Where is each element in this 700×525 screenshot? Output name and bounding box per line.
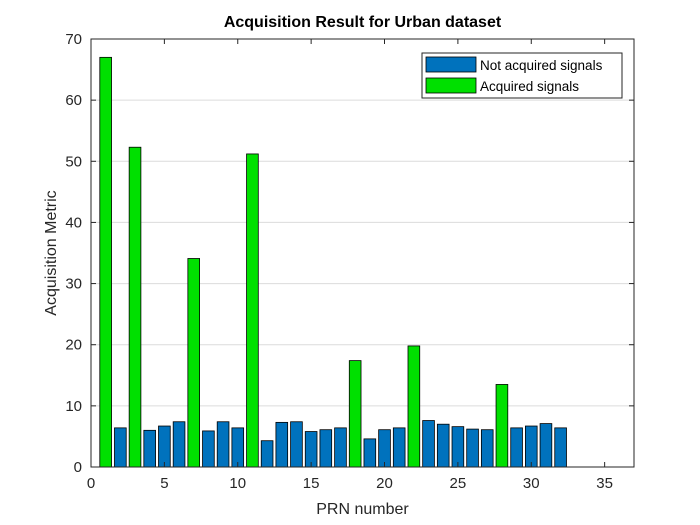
x-tick-label: 35 [596, 475, 613, 492]
x-tick-label: 10 [229, 475, 246, 492]
chart-title: Acquisition Result for Urban dataset [224, 14, 502, 31]
bar-not-acquired [436, 423, 450, 468]
legend-swatch-acquired [425, 77, 477, 94]
axis-ticks: 0 10 20 30 40 50 60 70 0 5 10 15 20 25 30 35 [65, 31, 634, 492]
plot-frame [90, 38, 635, 468]
bar-not-acquired [554, 427, 567, 468]
bar-acquired [187, 258, 201, 468]
bar-not-acquired [158, 425, 171, 468]
bar-acquired [495, 384, 509, 468]
bar-not-acquired [202, 430, 215, 468]
bar-not-acquired [114, 427, 127, 468]
y-tick-label: 70 [65, 31, 82, 48]
x-tick-label: 25 [450, 475, 467, 492]
bar-acquired [128, 146, 142, 468]
y-tick-label: 30 [65, 276, 82, 293]
bar-not-acquired [304, 431, 318, 468]
grid-lines [91, 99, 634, 407]
bars [99, 56, 567, 468]
bar-acquired [99, 56, 112, 468]
x-tick-label: 20 [376, 475, 393, 492]
bar-not-acquired [451, 426, 465, 468]
bar-not-acquired [231, 427, 245, 468]
bar-not-acquired [539, 423, 553, 468]
bar-not-acquired [319, 429, 333, 468]
legend-label-acquired: Acquired signals [480, 79, 579, 94]
legend-swatch-not-acquired [425, 56, 477, 73]
bar-acquired [246, 153, 259, 468]
bar-not-acquired [378, 429, 391, 468]
bar-not-acquired [275, 421, 289, 468]
bar-not-acquired [334, 427, 347, 468]
plot-area [91, 39, 634, 467]
bar-not-acquired [172, 421, 186, 468]
x-tick-label: 0 [87, 475, 95, 492]
y-tick-label: 50 [65, 153, 82, 170]
bar-acquired [407, 345, 421, 468]
bar-not-acquired [260, 440, 274, 468]
y-tick-label: 0 [74, 459, 82, 476]
x-axis-title: PRN number [316, 501, 409, 518]
bar-acquired [348, 360, 362, 468]
bar-not-acquired [480, 429, 494, 468]
legend: Not acquired signals Acquired signals [421, 52, 623, 99]
x-tick-label: 15 [303, 475, 320, 492]
y-tick-label: 60 [65, 92, 82, 109]
bar-not-acquired [290, 421, 303, 468]
y-tick-label: 20 [65, 337, 82, 354]
y-tick-label: 40 [65, 214, 82, 231]
bar-not-acquired [392, 427, 406, 468]
bar-not-acquired [422, 420, 435, 468]
bar-not-acquired [216, 421, 230, 468]
bar-not-acquired [363, 438, 377, 468]
bar-not-acquired [143, 429, 156, 468]
x-tick-label: 5 [160, 475, 168, 492]
bar-not-acquired [525, 425, 538, 468]
bar-not-acquired [510, 427, 523, 468]
y-tick-label: 10 [65, 398, 82, 415]
bar-not-acquired [466, 428, 479, 468]
x-tick-label: 30 [523, 475, 540, 492]
y-axis-title: Acquisition Metric [43, 190, 60, 315]
legend-label-not-acquired: Not acquired signals [480, 58, 603, 73]
